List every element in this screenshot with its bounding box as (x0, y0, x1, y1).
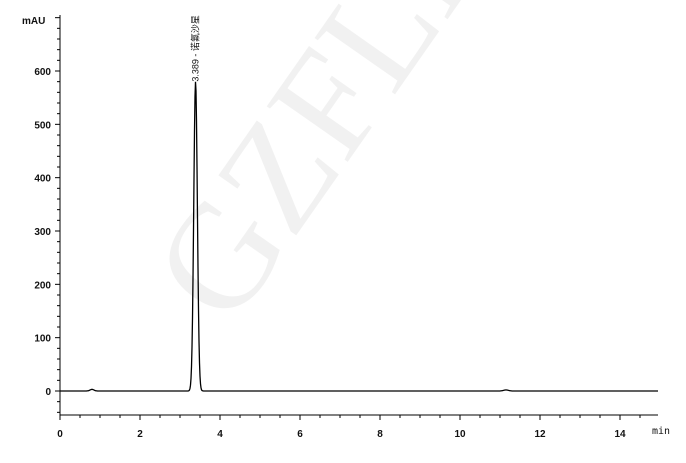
x-tick-label: 12 (534, 429, 546, 440)
x-tick-label: 8 (377, 429, 383, 440)
axes: 0 2 4 6 8 10 12 14 0 100 200 300 400 500 600 (34, 15, 658, 440)
y-tick-label: 600 (34, 67, 51, 78)
y-tick-label: 300 (34, 227, 51, 238)
y-tick-label: 0 (45, 387, 51, 398)
peak-label: 3.389 - 诺氟沙星 (190, 15, 201, 82)
x-tick-label: 14 (614, 429, 626, 440)
y-axis-label: mAU (22, 16, 45, 27)
x-tick-label: 2 (137, 429, 143, 440)
chromatogram-trace (60, 81, 658, 392)
y-tick-label: 100 (34, 334, 51, 345)
y-tick-label: 200 (34, 280, 51, 291)
x-tick-label: 10 (454, 429, 466, 440)
x-tick-label: 0 (57, 429, 63, 440)
x-tick-label: 4 (217, 429, 223, 440)
x-tick-label: 6 (297, 429, 303, 440)
y-tick-label: 400 (34, 174, 51, 185)
watermark: GZFLM (121, 0, 549, 349)
y-tick-label: 500 (34, 120, 51, 131)
x-axis-label: min (652, 426, 670, 437)
